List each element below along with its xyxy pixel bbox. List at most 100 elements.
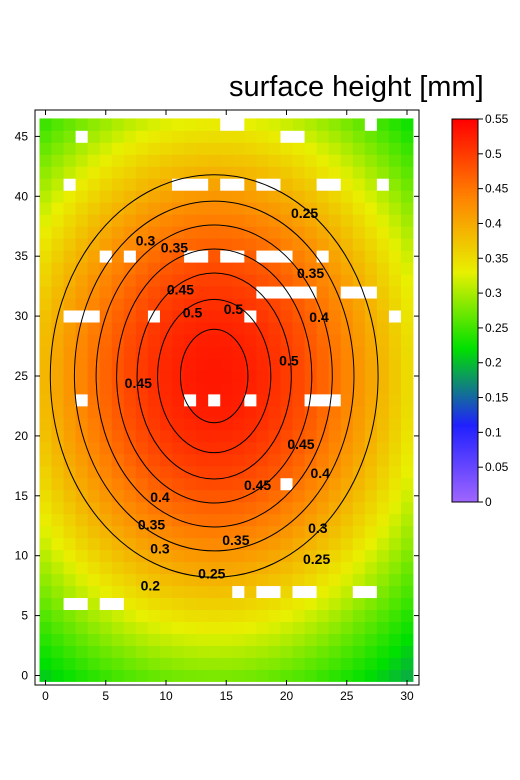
heatmap-cell [123,166,137,179]
heatmap-cell [340,609,354,622]
heatmap-cell [280,525,293,539]
heatmap-cell [75,154,89,167]
heatmap-cell [51,465,64,479]
heatmap-cell [292,645,305,658]
heatmap-cell [39,609,52,622]
heatmap-cell [184,322,197,335]
heatmap-cell [208,381,221,395]
heatmap-cell [87,441,101,455]
heatmap-cell [99,489,113,503]
heatmap-cell [111,250,125,263]
heatmap-cell [99,238,113,251]
heatmap-cell [244,190,257,203]
heatmap-cell [123,405,137,419]
heatmap-cell [340,657,354,670]
heatmap-cell [376,393,390,407]
heatmap-cell [111,334,125,347]
heatmap-cell [159,561,173,575]
heatmap-cell [196,441,209,455]
heatmap-cell [388,310,402,323]
heatmap-cell [304,549,318,563]
heatmap-cell [135,465,149,479]
heatmap-cell [256,441,269,455]
heatmap-cell [184,346,197,359]
heatmap-cell [159,501,173,515]
heatmap-cell [328,657,342,670]
heatmap-cell [268,657,281,670]
heatmap-cell [316,489,330,503]
heatmap-cell [376,358,390,371]
heatmap-cell [376,298,390,311]
heatmap-cell [304,334,318,347]
heatmap-cell [316,381,330,395]
heatmap-cell [316,358,330,371]
heatmap-cell [220,465,233,479]
heatmap-cell [208,310,221,323]
y-tick-label: 30 [15,309,29,323]
heatmap-cell [280,238,293,251]
heatmap-cell [184,585,197,599]
heatmap-cell [75,561,89,575]
heatmap-cell [256,214,269,227]
heatmap-cell [172,178,185,191]
heatmap-cell [196,334,209,347]
heatmap-cell [184,154,197,167]
heatmap-cell [316,621,330,634]
heatmap-cell [123,226,137,239]
heatmap-cell [244,633,257,646]
heatmap-cell [184,561,197,575]
colorbar-tick-label: 0.2 [485,356,502,370]
heatmap-cell [232,489,245,503]
heatmap-cell [99,262,113,275]
heatmap-cell [39,393,52,407]
heatmap-cell [87,561,101,575]
heatmap-cell [39,250,52,263]
heatmap-cell [268,633,281,646]
heatmap-cell [99,561,113,575]
heatmap-cell [268,238,281,251]
heatmap-cell [256,633,269,646]
heatmap-cell [63,537,77,551]
heatmap-cell [304,513,318,527]
heatmap-cell [123,286,137,299]
heatmap-cell [376,262,390,275]
heatmap-cell [208,214,221,227]
heatmap-cell [87,633,101,646]
heatmap-cell [376,154,390,167]
contour-labels: 0.3 0.35 0.25 0.45 0.5 0.5 0.35 0.4 0.5 0.45 0.45 0… [125,205,331,594]
heatmap-cell [328,417,342,431]
heatmap-cell [159,429,173,443]
heatmap-cell [39,561,52,575]
heatmap-cell [328,405,342,419]
heatmap-cell [87,262,101,275]
heatmap-cell [172,154,185,167]
heatmap-cell [340,645,354,658]
heatmap-cell [159,346,173,359]
heatmap-cell [75,657,89,670]
heatmap-cell [316,549,330,563]
heatmap-cell [208,154,221,167]
heatmap-cells [39,118,414,682]
heatmap-cell [51,334,64,347]
heatmap-cell [340,417,354,431]
heatmap-cell [99,633,113,646]
heatmap-cell [147,417,161,431]
heatmap-cell [208,322,221,335]
heatmap-cell [135,657,149,670]
heatmap-cell [208,118,221,131]
heatmap-cell [123,334,137,347]
heatmap-cell [244,166,257,179]
heatmap-cell [147,346,161,359]
heatmap-cell [364,597,378,611]
heatmap-cell [304,202,318,215]
heatmap-cell [159,657,173,670]
heatmap-cell [268,274,281,287]
heatmap-cell [75,190,89,203]
heatmap-cell [388,238,402,251]
contour-line-0.4 [136,272,292,480]
heatmap-cell [220,513,233,527]
heatmap-cell [63,262,77,275]
heatmap-cell [39,298,52,311]
heatmap-cell [352,322,366,335]
heatmap-cell [328,178,342,191]
